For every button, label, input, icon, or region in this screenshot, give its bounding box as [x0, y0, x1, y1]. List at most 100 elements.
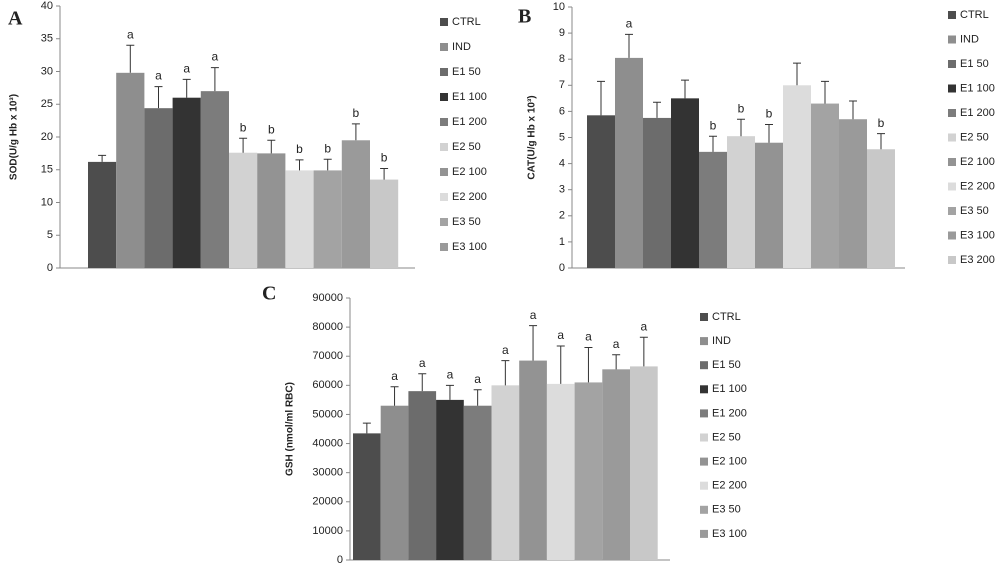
y-tick-label: 30000 — [312, 467, 343, 479]
y-tick-label: 4 — [559, 158, 565, 170]
error-bar — [737, 118, 745, 137]
legend-swatch — [440, 243, 448, 251]
error-bar — [501, 360, 510, 386]
error-bar — [612, 354, 621, 370]
significance-label: b — [240, 120, 247, 134]
y-tick-label: 0 — [337, 554, 343, 566]
panel-label: B — [518, 6, 531, 28]
y-tick-label: 50000 — [312, 408, 343, 420]
y-tick-label: 90000 — [312, 292, 343, 304]
legend-swatch — [948, 109, 956, 117]
error-bar — [445, 384, 454, 400]
y-tick-label: 40000 — [312, 437, 343, 449]
y-tick-label: 20000 — [312, 496, 343, 508]
legend-label: E2 50 — [452, 141, 481, 153]
error-bar — [473, 389, 482, 406]
error-bar — [556, 345, 565, 384]
legend-label: E1 100 — [712, 383, 747, 395]
legend-swatch — [948, 35, 956, 44]
legend-label: IND — [960, 33, 979, 45]
y-tick-label: 3 — [559, 184, 565, 196]
significance-label: a — [419, 356, 426, 370]
legend-swatch — [700, 337, 708, 346]
bar — [546, 383, 575, 560]
error-bar — [267, 139, 276, 154]
significance-label: a — [212, 50, 219, 64]
legend-label: E2 50 — [960, 131, 989, 143]
legend-label: E1 100 — [452, 91, 487, 103]
y-axis-label: CAT(U/g Hb x 10³) — [527, 95, 538, 179]
legend-label: E3 50 — [452, 216, 481, 228]
error-bar — [210, 67, 219, 92]
legend-label: E2 200 — [712, 480, 747, 492]
bar — [116, 72, 145, 268]
error-bar — [418, 373, 427, 392]
y-axis-label: SOD(U/g Hb x 10³) — [9, 94, 20, 180]
significance-label: b — [381, 151, 388, 165]
legend-swatch — [948, 11, 956, 19]
legend-swatch — [948, 231, 956, 240]
legend-swatch — [948, 60, 956, 68]
legend-label: E3 50 — [960, 205, 989, 217]
significance-label: a — [127, 27, 134, 41]
legend-label: E2 100 — [960, 156, 995, 168]
y-tick-label: 9 — [559, 27, 565, 39]
significance-label: a — [557, 328, 564, 342]
legend-swatch — [948, 158, 956, 166]
legend-label: E3 100 — [452, 241, 487, 253]
y-tick-label: 30 — [41, 65, 53, 77]
legend-swatch — [700, 409, 708, 418]
bar — [88, 161, 117, 268]
legend-swatch — [700, 529, 708, 538]
bar — [587, 115, 615, 268]
y-tick-label: 1 — [559, 236, 565, 248]
bar — [574, 382, 603, 560]
significance-label: a — [155, 69, 162, 83]
bar — [671, 98, 699, 268]
error-bar — [239, 137, 248, 153]
y-tick-label: 35 — [41, 33, 53, 45]
legend-label: E3 50 — [712, 504, 741, 516]
legend-swatch — [440, 168, 448, 176]
bar — [380, 405, 409, 560]
legend-label: E3 100 — [960, 229, 995, 241]
significance-label: b — [878, 116, 885, 130]
error-bar — [849, 100, 857, 120]
significance-label: b — [353, 106, 360, 120]
legend-label: CTRL — [452, 16, 481, 28]
error-bar — [98, 154, 107, 162]
error-bar — [821, 80, 829, 104]
legend-label: E2 100 — [452, 166, 487, 178]
legend-swatch — [440, 218, 448, 226]
bar — [839, 119, 867, 268]
legend-label: E1 50 — [712, 359, 741, 371]
bar — [436, 399, 464, 560]
error-bar — [323, 158, 332, 171]
bar — [630, 366, 658, 560]
bar — [341, 140, 370, 268]
y-tick-label: 10 — [41, 196, 53, 208]
bar — [811, 103, 839, 268]
error-bar — [351, 123, 360, 141]
error-bar — [362, 422, 371, 434]
legend-swatch — [948, 182, 956, 191]
y-tick-label: 5 — [47, 229, 53, 241]
y-tick-label: 80000 — [312, 321, 343, 333]
significance-label: a — [641, 319, 648, 333]
legend-label: IND — [712, 335, 731, 347]
legend-swatch — [700, 385, 708, 394]
bar — [727, 136, 755, 268]
bar — [463, 405, 492, 560]
y-tick-label: 70000 — [312, 350, 343, 362]
significance-label: a — [183, 62, 190, 76]
legend-label: E3 200 — [960, 254, 995, 266]
bar — [408, 391, 437, 560]
error-bar — [653, 101, 661, 118]
legend-label: E2 100 — [712, 456, 747, 468]
legend-swatch — [440, 143, 448, 151]
error-bar — [154, 86, 163, 109]
significance-label: b — [296, 142, 303, 156]
y-tick-label: 2 — [559, 210, 565, 222]
legend-swatch — [948, 84, 956, 93]
